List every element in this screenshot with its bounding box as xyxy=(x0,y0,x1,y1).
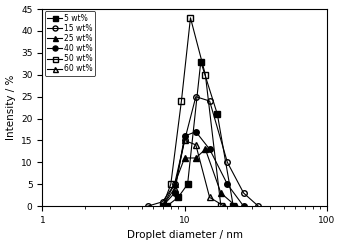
50 wt% xyxy=(219,205,223,208)
Legend: 5 wt%, 15 wt%, 25 wt%, 40 wt%, 50 wt%, 60 wt%: 5 wt%, 15 wt%, 25 wt%, 40 wt%, 50 wt%, 6… xyxy=(45,11,95,76)
Line: 60 wt%: 60 wt% xyxy=(160,138,227,209)
15 wt% xyxy=(161,200,165,203)
5 wt% xyxy=(176,196,180,199)
Line: 5 wt%: 5 wt% xyxy=(164,59,236,209)
25 wt% xyxy=(219,192,223,195)
60 wt% xyxy=(222,205,226,208)
5 wt% xyxy=(231,205,235,208)
60 wt% xyxy=(194,143,198,146)
60 wt% xyxy=(173,187,177,190)
Line: 15 wt%: 15 wt% xyxy=(145,94,261,209)
15 wt% xyxy=(182,139,187,142)
Line: 40 wt%: 40 wt% xyxy=(160,129,247,209)
40 wt% xyxy=(241,205,246,208)
15 wt% xyxy=(146,205,150,208)
40 wt% xyxy=(208,148,212,151)
15 wt% xyxy=(194,95,198,98)
40 wt% xyxy=(225,183,229,186)
15 wt% xyxy=(256,205,261,208)
50 wt% xyxy=(179,100,183,103)
5 wt% xyxy=(199,60,203,63)
60 wt% xyxy=(208,196,212,199)
25 wt% xyxy=(194,156,198,159)
15 wt% xyxy=(173,183,177,186)
5 wt% xyxy=(165,205,169,208)
25 wt% xyxy=(161,205,165,208)
40 wt% xyxy=(182,135,187,138)
50 wt% xyxy=(161,205,165,208)
X-axis label: Droplet diameter / nm: Droplet diameter / nm xyxy=(127,231,242,240)
40 wt% xyxy=(173,192,177,195)
Line: 50 wt%: 50 wt% xyxy=(160,15,224,209)
15 wt% xyxy=(225,161,229,164)
60 wt% xyxy=(182,139,187,142)
5 wt% xyxy=(186,183,190,186)
50 wt% xyxy=(203,73,207,76)
25 wt% xyxy=(173,183,177,186)
15 wt% xyxy=(241,192,246,195)
25 wt% xyxy=(203,148,207,151)
25 wt% xyxy=(182,156,187,159)
50 wt% xyxy=(189,16,193,19)
40 wt% xyxy=(194,130,198,133)
Line: 25 wt%: 25 wt% xyxy=(160,146,239,209)
25 wt% xyxy=(234,205,238,208)
50 wt% xyxy=(169,183,173,186)
15 wt% xyxy=(208,100,212,103)
60 wt% xyxy=(161,205,165,208)
5 wt% xyxy=(215,113,219,116)
Y-axis label: Intensity / %: Intensity / % xyxy=(5,75,16,140)
40 wt% xyxy=(161,205,165,208)
